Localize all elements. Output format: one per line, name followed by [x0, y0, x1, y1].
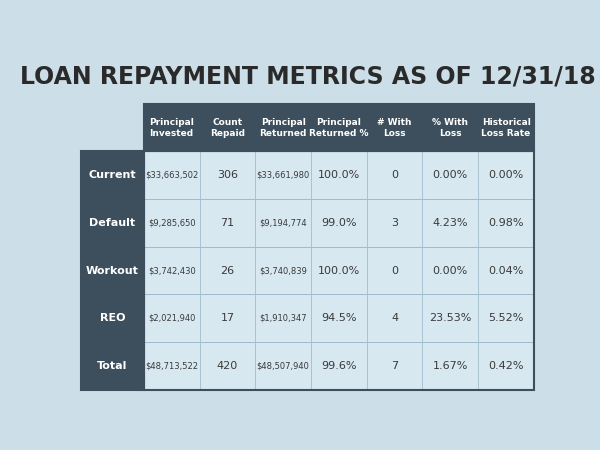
Text: 0.00%: 0.00%: [433, 266, 468, 275]
Text: 0.98%: 0.98%: [488, 218, 524, 228]
Text: $3,740,839: $3,740,839: [259, 266, 307, 275]
FancyBboxPatch shape: [426, 249, 468, 276]
FancyBboxPatch shape: [144, 199, 534, 247]
Text: REO: REO: [100, 313, 125, 324]
Text: 99.0%: 99.0%: [321, 218, 356, 228]
Text: $1,910,347: $1,910,347: [259, 314, 307, 323]
Text: 0.00%: 0.00%: [488, 170, 524, 180]
FancyBboxPatch shape: [144, 104, 534, 151]
FancyBboxPatch shape: [144, 294, 534, 342]
Polygon shape: [259, 234, 310, 249]
Text: 0: 0: [391, 266, 398, 275]
Text: Principal
Returned %: Principal Returned %: [309, 117, 368, 138]
Polygon shape: [305, 144, 356, 159]
Text: Workout: Workout: [86, 266, 139, 275]
Text: Total: Total: [97, 361, 128, 371]
Text: 3: 3: [391, 218, 398, 228]
Text: 1.67%: 1.67%: [433, 361, 468, 371]
Text: Count
Repaid: Count Repaid: [210, 117, 245, 138]
Text: 100.0%: 100.0%: [318, 170, 360, 180]
Text: 420: 420: [217, 361, 238, 371]
FancyBboxPatch shape: [144, 151, 534, 199]
Text: Principal
Returned: Principal Returned: [259, 117, 307, 138]
Text: 0.04%: 0.04%: [488, 266, 524, 275]
Polygon shape: [421, 234, 473, 249]
Text: 71: 71: [220, 218, 235, 228]
Text: 99.6%: 99.6%: [321, 361, 356, 371]
FancyBboxPatch shape: [144, 247, 534, 294]
Text: $33,661,980: $33,661,980: [257, 171, 310, 180]
FancyBboxPatch shape: [144, 342, 534, 390]
Text: $48,507,940: $48,507,940: [257, 362, 310, 371]
Text: 4.23%: 4.23%: [433, 218, 468, 228]
Text: 7: 7: [391, 361, 398, 371]
Text: $2,021,940: $2,021,940: [148, 314, 196, 323]
FancyBboxPatch shape: [81, 151, 144, 390]
Polygon shape: [375, 283, 426, 297]
Polygon shape: [179, 179, 231, 194]
Polygon shape: [217, 293, 268, 308]
Text: 5.52%: 5.52%: [488, 313, 524, 324]
Text: $3,742,430: $3,742,430: [148, 266, 196, 275]
Text: Current: Current: [89, 170, 136, 180]
Text: Default: Default: [89, 218, 136, 228]
FancyBboxPatch shape: [157, 273, 198, 300]
Text: $9,285,650: $9,285,650: [148, 218, 196, 227]
FancyBboxPatch shape: [263, 249, 305, 276]
Text: 26: 26: [220, 266, 235, 275]
Text: 0: 0: [391, 170, 398, 180]
FancyBboxPatch shape: [380, 297, 421, 324]
Text: 306: 306: [217, 170, 238, 180]
Text: 4: 4: [391, 313, 398, 324]
Text: 100.0%: 100.0%: [318, 266, 360, 275]
FancyBboxPatch shape: [347, 194, 389, 220]
Text: 23.53%: 23.53%: [429, 313, 472, 324]
Polygon shape: [343, 179, 394, 194]
Text: $9,194,774: $9,194,774: [259, 218, 307, 227]
Text: 17: 17: [220, 313, 235, 324]
Text: Historical
Loss Rate: Historical Loss Rate: [481, 117, 531, 138]
Text: # With
Loss: # With Loss: [377, 117, 412, 138]
FancyBboxPatch shape: [310, 159, 352, 186]
Text: LOAN REPAYMENT METRICS AS OF 12/31/18: LOAN REPAYMENT METRICS AS OF 12/31/18: [20, 64, 595, 89]
Text: $48,713,522: $48,713,522: [145, 362, 198, 371]
Text: 0.42%: 0.42%: [488, 361, 524, 371]
FancyBboxPatch shape: [221, 308, 263, 335]
Text: 0.00%: 0.00%: [433, 170, 468, 180]
Text: 94.5%: 94.5%: [321, 313, 356, 324]
Text: $33,663,502: $33,663,502: [145, 171, 199, 180]
Text: Principal
Invested: Principal Invested: [149, 117, 194, 138]
Text: % With
Loss: % With Loss: [433, 117, 469, 138]
FancyBboxPatch shape: [184, 194, 226, 220]
Polygon shape: [152, 258, 203, 273]
